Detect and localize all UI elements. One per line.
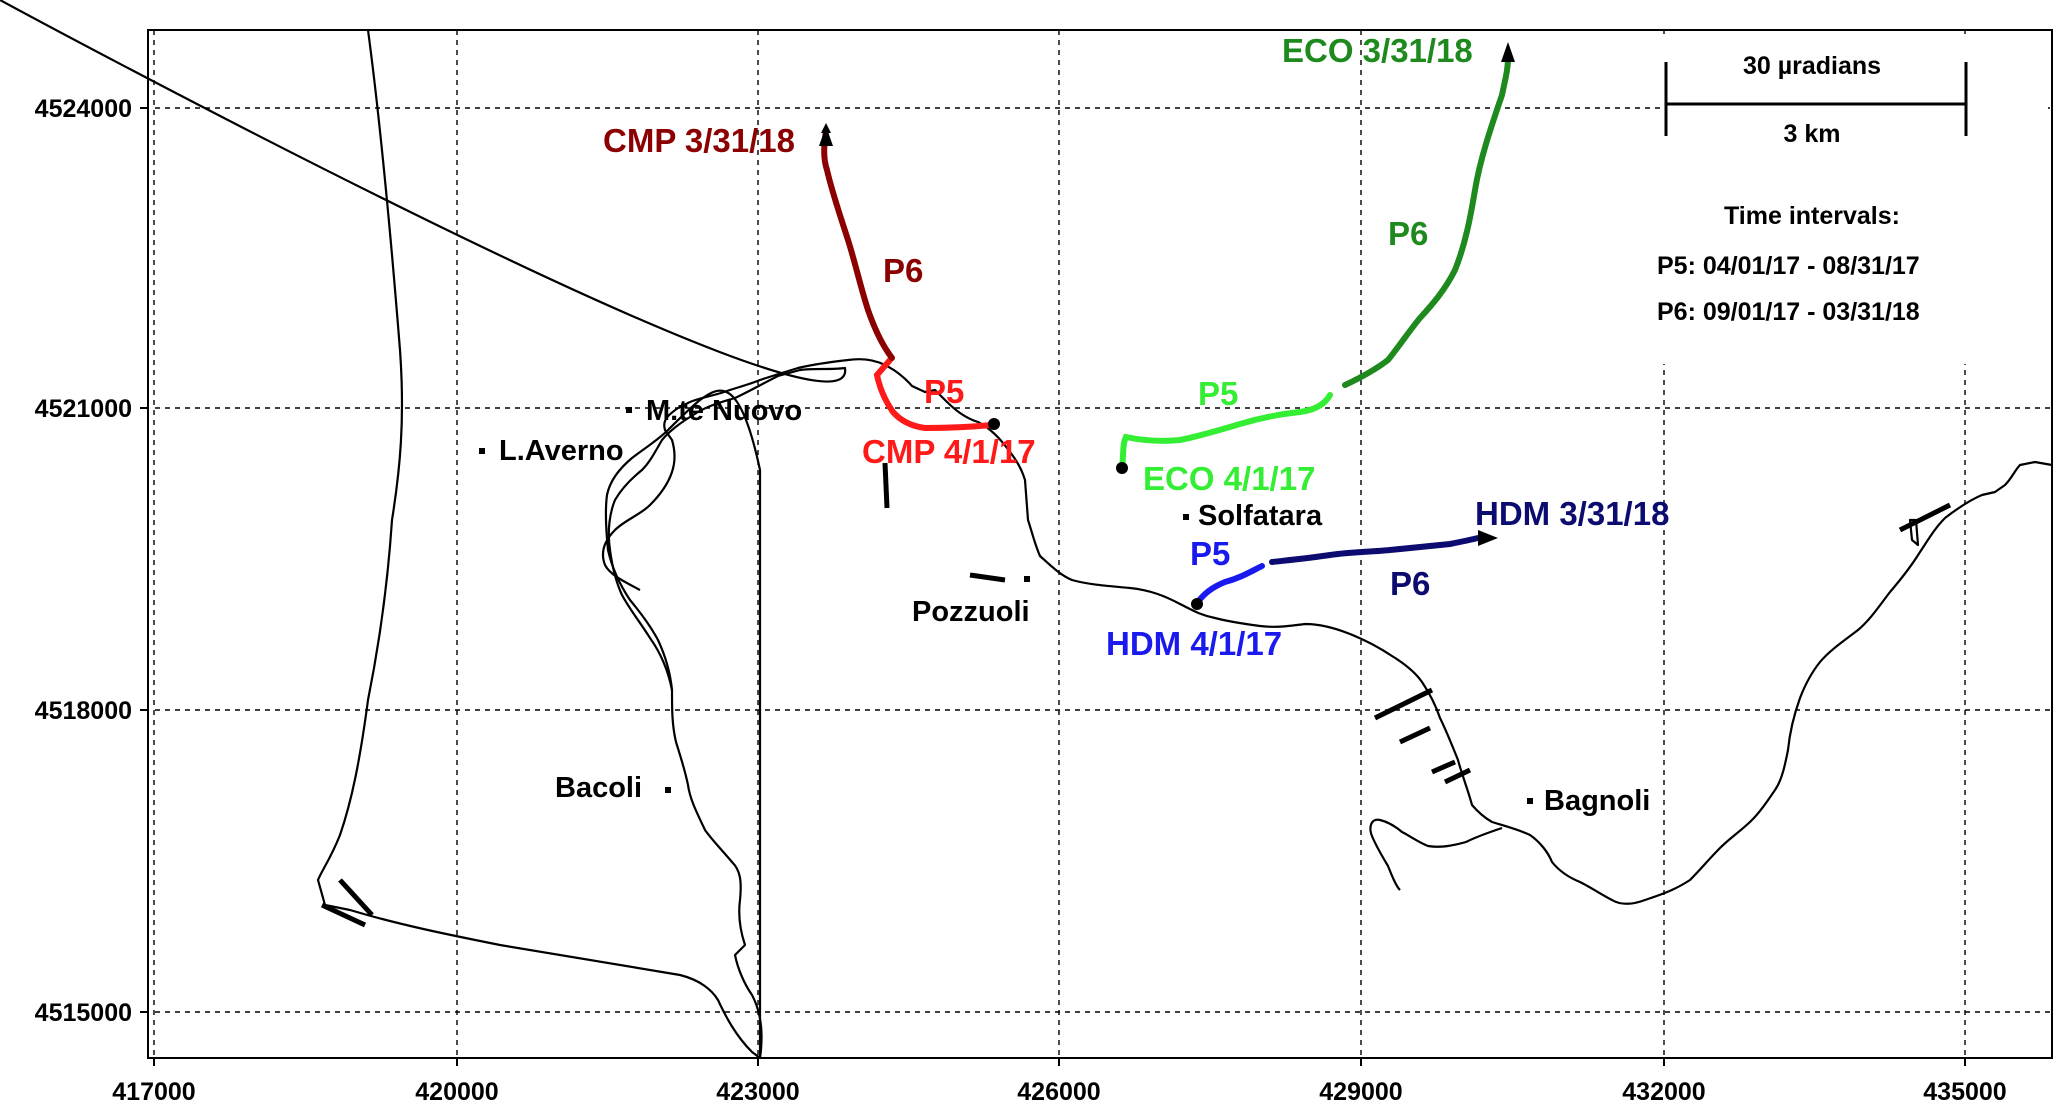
place-label-averno: L.Averno <box>499 435 624 467</box>
place-label-pozzuoli: Pozzuoli <box>912 596 1030 628</box>
cmp-p5-path <box>873 357 995 432</box>
eco-p6-label: P6 <box>1388 215 1428 252</box>
place-label-monte-nuovo: M.te Nuovo <box>646 395 802 427</box>
place-label-bacoli: Bacoli <box>555 772 642 804</box>
y-tick-label: 4515000 <box>35 999 132 1027</box>
cmp-track <box>819 123 1000 432</box>
eco-arrowhead <box>1501 42 1515 62</box>
hdm-start-dot <box>1191 598 1203 610</box>
hdm-p6-label: P6 <box>1390 565 1430 602</box>
place-label-bagnoli: Bagnoli <box>1544 785 1650 817</box>
x-tick-label: 435000 <box>1923 1078 2006 1106</box>
y-tick-label: 4518000 <box>35 697 132 725</box>
eco-track <box>1116 42 1515 474</box>
place-labels: M.te Nuovo L.Averno Solfatara Pozzuoli B… <box>499 395 1650 817</box>
cmp-start-dot <box>988 418 1000 430</box>
intervals-title: Time intervals: <box>1724 202 1900 230</box>
eco-end-label: ECO 3/31/18 <box>1282 32 1473 69</box>
p6-interval-label: P6: 09/01/17 - 03/31/18 <box>1657 298 1920 326</box>
cmp-p5-label: P5 <box>924 373 964 410</box>
hdm-p5-label: P5 <box>1190 535 1230 572</box>
hdm-track <box>1191 530 1498 610</box>
eco-p6-path <box>1342 55 1511 388</box>
hdm-start-label: HDM 4/1/17 <box>1106 625 1282 662</box>
coastline <box>0 0 2053 1060</box>
x-tick-label: 426000 <box>1017 1078 1100 1106</box>
hdm-p5-path <box>1195 563 1265 605</box>
cmp-arrowhead <box>819 126 833 146</box>
y-axis-labels: 4524000 4521000 4518000 4515000 <box>35 95 132 1027</box>
x-axis-labels: 417000 420000 423000 426000 429000 43200… <box>112 1078 2006 1106</box>
hdm-end-label: HDM 3/31/18 <box>1475 495 1669 532</box>
tick-marks <box>140 107 1966 1066</box>
x-tick-label: 420000 <box>415 1078 498 1106</box>
scale-distance-label: 3 km <box>1784 120 1841 148</box>
hdm-arrowhead <box>1478 530 1498 546</box>
cmp-p6-path <box>821 127 895 361</box>
legend-background <box>1660 34 2048 364</box>
station-labels: CMP 3/31/18 P6 P5 CMP 4/1/17 ECO 3/31/18… <box>603 32 1669 662</box>
scale-tilt-label: 30 µradians <box>1743 52 1881 80</box>
p5-interval-label: P5: 04/01/17 - 08/31/17 <box>1657 252 1920 280</box>
map-frame <box>147 29 2053 1059</box>
hdm-p6-path <box>1269 535 1481 565</box>
x-tick-label: 429000 <box>1319 1078 1402 1106</box>
piers <box>320 462 1952 928</box>
cmp-start-label: CMP 4/1/17 <box>862 433 1036 470</box>
x-tick-label: 417000 <box>112 1078 195 1106</box>
cmp-end-label: CMP 3/31/18 <box>603 122 795 159</box>
y-tick-label: 4521000 <box>35 395 132 423</box>
y-tick-label: 4524000 <box>35 95 132 123</box>
place-label-solfatara: Solfatara <box>1198 500 1323 532</box>
eco-p5-label: P5 <box>1198 375 1238 412</box>
eco-p5-path <box>1119 392 1333 469</box>
x-tick-label: 423000 <box>716 1078 799 1106</box>
x-tick-label: 432000 <box>1622 1078 1705 1106</box>
cmp-p6-label: P6 <box>883 252 923 289</box>
place-markers <box>479 407 1533 804</box>
eco-start-label: ECO 4/1/17 <box>1143 460 1315 497</box>
legend: 30 µradians 3 km Time intervals: P5: 04/… <box>1657 34 2048 364</box>
eco-start-dot <box>1116 462 1128 474</box>
